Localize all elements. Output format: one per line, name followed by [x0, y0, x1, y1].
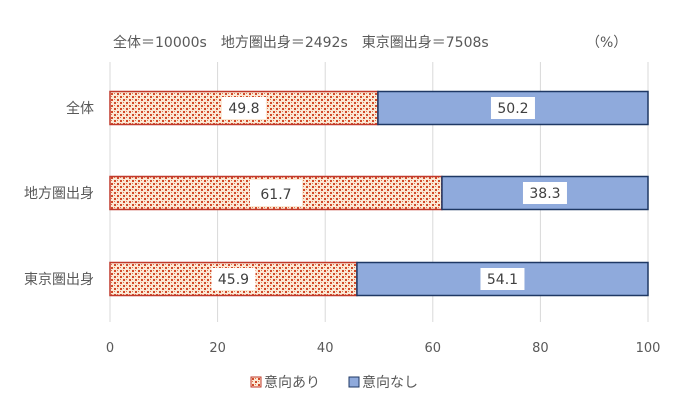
data-label-box — [480, 268, 525, 290]
category-label: 東京圏出身 — [24, 272, 94, 288]
chart-subtitle: 全体＝10000s 地方圏出身＝2492s 東京圏出身＝7508s — [113, 34, 489, 51]
x-tick-label: 80 — [532, 341, 549, 356]
data-labels: 49.8 50.2 61.7 38.3 45.9 54.1 — [211, 97, 567, 290]
legend-label-no: 意向なし — [362, 374, 418, 391]
data-label: 45.9 — [218, 272, 249, 288]
category-label: 全体 — [66, 100, 94, 117]
x-tick-label: 0 — [106, 341, 114, 356]
data-label: 38.3 — [529, 186, 560, 202]
data-label: 61.7 — [260, 187, 291, 203]
data-label: 54.1 — [487, 272, 518, 288]
bars — [109, 90, 649, 297]
data-label-box — [211, 268, 256, 290]
legend-swatch-no — [348, 376, 360, 388]
legend: 意向あり 意向なし — [250, 374, 418, 391]
x-axis-ticks: 0 20 40 60 80 100 — [106, 341, 661, 356]
legend-label-yes: 意向あり — [264, 374, 320, 391]
category-label: 地方圏出身 — [24, 186, 94, 202]
x-tick-label: 100 — [636, 341, 661, 356]
x-tick-label: 40 — [317, 341, 334, 356]
data-label-box — [249, 180, 302, 206]
data-label: 50.2 — [497, 101, 528, 117]
data-label: 49.8 — [228, 101, 259, 117]
unit-label: （%） — [586, 35, 627, 51]
data-label-box — [490, 97, 535, 119]
legend-swatch-yes — [250, 376, 262, 388]
x-tick-label: 20 — [209, 341, 226, 356]
x-tick-label: 60 — [425, 341, 442, 356]
data-label-box — [522, 182, 567, 204]
data-label-box — [221, 97, 266, 119]
